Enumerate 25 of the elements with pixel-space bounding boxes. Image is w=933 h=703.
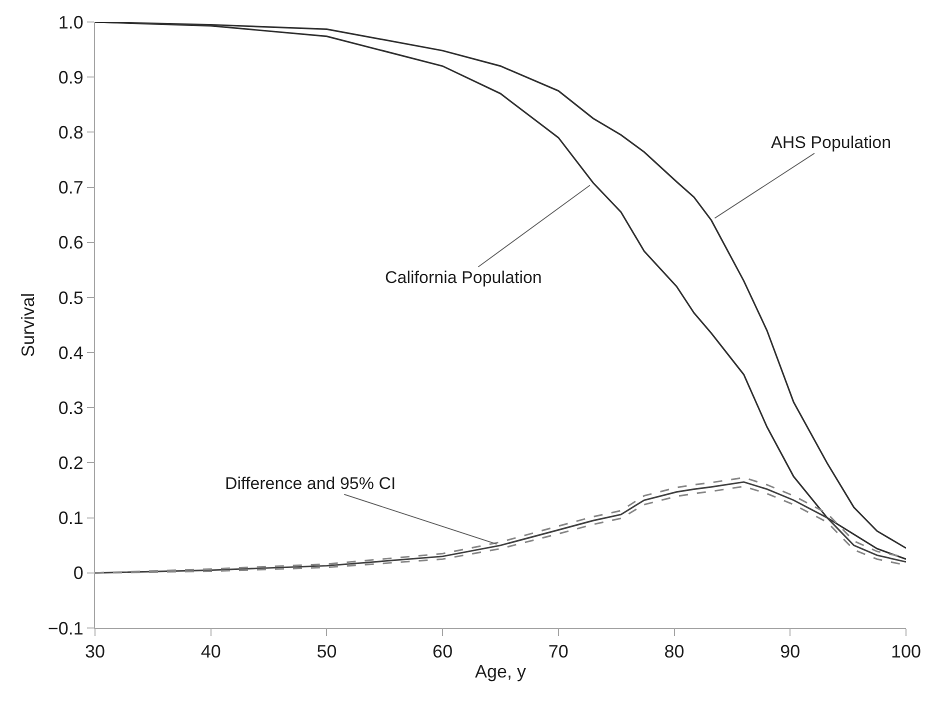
y-tick-label: 0.8 [58, 122, 84, 142]
x-tick-label: 100 [890, 642, 922, 662]
y-tick-label: 0 [73, 563, 84, 584]
y-tick-label: 0.3 [58, 398, 84, 418]
annotation: Difference and 95% CI [225, 474, 396, 493]
annotation: AHS Population [771, 133, 892, 152]
x-tick-label: 90 [780, 642, 800, 662]
x-tick-label: 80 [664, 642, 684, 662]
x-tick-label: 60 [432, 642, 453, 662]
y-tick-label: 0.5 [58, 288, 84, 308]
y-tick-label: 1.0 [58, 12, 84, 32]
x-tick-label: 50 [316, 642, 337, 662]
x-tick-label: 40 [200, 642, 221, 662]
y-axis-title: Survival [18, 292, 38, 358]
y-tick-label: 0.1 [58, 508, 84, 528]
y-tick-label: 0.9 [58, 67, 84, 88]
annotation: California Population [385, 268, 542, 287]
x-axis-title: Age, y [474, 662, 526, 682]
x-tick-label: 30 [84, 642, 106, 662]
x-tick-label: 70 [548, 642, 568, 662]
y-tick-label: 0.6 [58, 232, 84, 253]
y-tick-label: 0.7 [58, 178, 84, 198]
y-tick-label: 0.2 [58, 453, 84, 474]
y-tick-label: 0.4 [58, 342, 84, 363]
y-tick-label: −0.1 [48, 618, 84, 638]
